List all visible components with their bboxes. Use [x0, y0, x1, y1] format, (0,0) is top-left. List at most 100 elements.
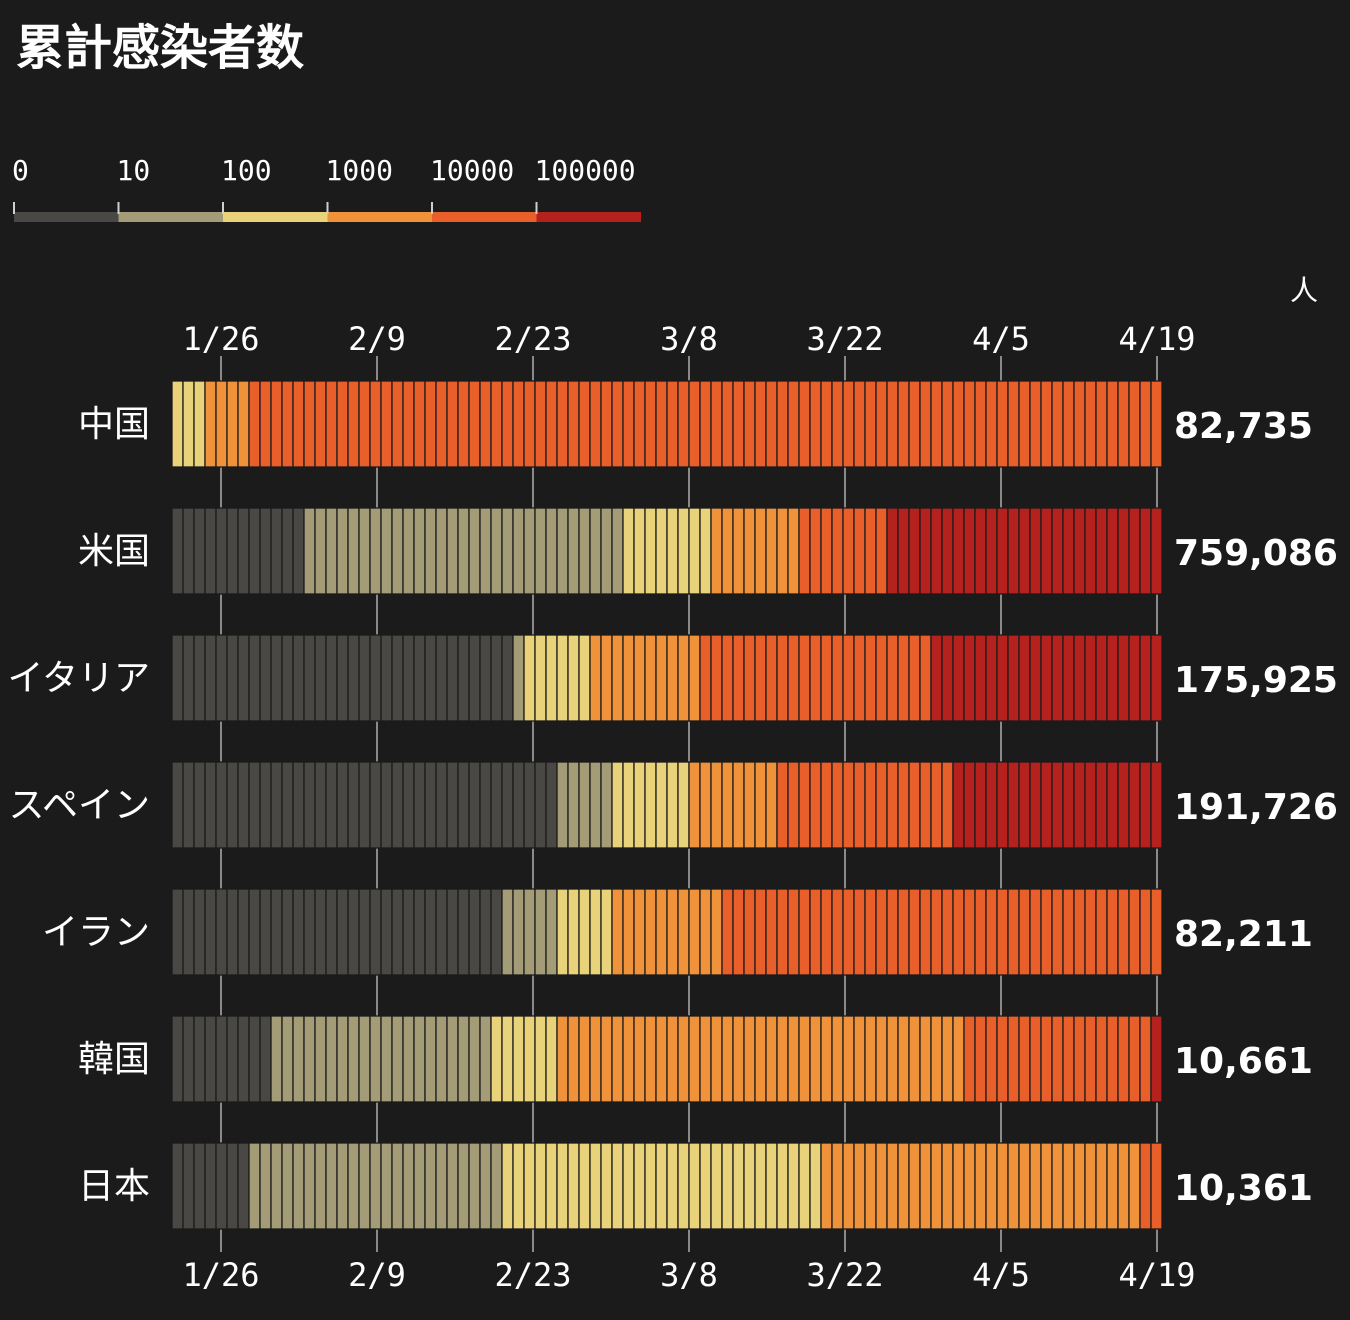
heatmap-cell [952, 761, 965, 849]
heatmap-cell [314, 1142, 327, 1230]
heatmap-cell [534, 634, 547, 722]
heatmap-cell [853, 761, 866, 849]
heatmap-cell [633, 1142, 646, 1230]
heatmap-cell [655, 1015, 668, 1103]
heatmap-cell [303, 634, 316, 722]
heatmap-cell [1051, 1015, 1064, 1103]
heatmap-cell [468, 1015, 481, 1103]
heatmap-cell [402, 380, 415, 468]
heatmap-cell [963, 888, 976, 976]
heatmap-cell [215, 507, 228, 595]
heatmap-cell [435, 507, 448, 595]
heatmap-cell [853, 888, 866, 976]
heatmap-cell [413, 634, 426, 722]
heatmap-cell [721, 1142, 734, 1230]
heatmap-cell [457, 888, 470, 976]
heatmap-cell [424, 634, 437, 722]
heatmap-cell [347, 1015, 360, 1103]
heatmap-cell [688, 634, 701, 722]
heatmap-cell [809, 1015, 822, 1103]
heatmap-cell [402, 1015, 415, 1103]
heatmap-cell [919, 1142, 932, 1230]
heatmap-row: イラン 82,211 [42, 888, 1313, 976]
heatmap-cell [259, 761, 272, 849]
row-label: スペイン [9, 785, 150, 826]
heatmap-cell [1106, 1142, 1119, 1230]
heatmap-cell [776, 1142, 789, 1230]
heatmap-cell [908, 888, 921, 976]
heatmap-cell [897, 1142, 910, 1230]
heatmap-cell [314, 1015, 327, 1103]
heatmap-cell [281, 507, 294, 595]
heatmap-cell [468, 380, 481, 468]
heatmap-cell [688, 1015, 701, 1103]
heatmap-cell [886, 1015, 899, 1103]
heatmap-cell [732, 634, 745, 722]
legend-label: 10000 [430, 154, 514, 187]
heatmap-cell [974, 507, 987, 595]
heatmap-cell [952, 1142, 965, 1230]
x-tick-label-top: 2/9 [348, 320, 406, 358]
heatmap-cell [655, 380, 668, 468]
heatmap-cell [171, 1015, 184, 1103]
heatmap-cell [809, 761, 822, 849]
heatmap-cell [501, 1015, 514, 1103]
heatmap-cell [842, 380, 855, 468]
heatmap-cell [523, 888, 536, 976]
heatmap-cell [644, 634, 657, 722]
heatmap-cell [1018, 1015, 1031, 1103]
heatmap-cell [292, 888, 305, 976]
heatmap-cell [622, 761, 635, 849]
heatmap-cell [226, 380, 239, 468]
heatmap-cell [556, 888, 569, 976]
heatmap-cell [545, 507, 558, 595]
heatmap-cell [1128, 1142, 1141, 1230]
heatmap-cell [435, 761, 448, 849]
heatmap-cell [688, 1142, 701, 1230]
heatmap-cell [897, 761, 910, 849]
heatmap-cell [743, 380, 756, 468]
heatmap-cell [985, 1015, 998, 1103]
heatmap-cell [468, 761, 481, 849]
heatmap-cell [424, 1015, 437, 1103]
heatmap-cell [996, 634, 1009, 722]
heatmap-cell [193, 888, 206, 976]
heatmap-cell [512, 1015, 525, 1103]
legend-label: 100 [221, 154, 272, 187]
heatmap-cell [644, 507, 657, 595]
heatmap-cell [391, 888, 404, 976]
heatmap-cell [622, 1142, 635, 1230]
x-tick-label-bottom: 2/23 [494, 1256, 571, 1294]
heatmap-cell [611, 761, 624, 849]
legend-swatch [14, 212, 119, 222]
heatmap-cell [1073, 888, 1086, 976]
heatmap-cell [303, 888, 316, 976]
heatmap-cell [908, 380, 921, 468]
heatmap-cell [479, 1142, 492, 1230]
heatmap-cell [589, 1142, 602, 1230]
heatmap-cell [171, 634, 184, 722]
heatmap-cell [809, 888, 822, 976]
row-label: イタリア [7, 658, 150, 699]
heatmap-cell [963, 380, 976, 468]
heatmap-cell [314, 380, 327, 468]
heatmap-cell [743, 1142, 756, 1230]
heatmap-cell [215, 634, 228, 722]
heatmap-cell [325, 1015, 338, 1103]
heatmap-cell [688, 761, 701, 849]
heatmap-cell [787, 1142, 800, 1230]
heatmap-cell [336, 888, 349, 976]
heatmap-cell [380, 761, 393, 849]
heatmap-cell [886, 380, 899, 468]
heatmap-cell [369, 1142, 382, 1230]
heatmap-cell [380, 380, 393, 468]
heatmap-cell [512, 761, 525, 849]
heatmap-cell [380, 1142, 393, 1230]
heatmap-cell [611, 380, 624, 468]
heatmap-cell [908, 507, 921, 595]
heatmap-cell [1073, 634, 1086, 722]
heatmap-cell [941, 1015, 954, 1103]
heatmap-row: 日本 10,361 [78, 1142, 1313, 1230]
heatmap-cell [501, 888, 514, 976]
heatmap-cell [941, 507, 954, 595]
